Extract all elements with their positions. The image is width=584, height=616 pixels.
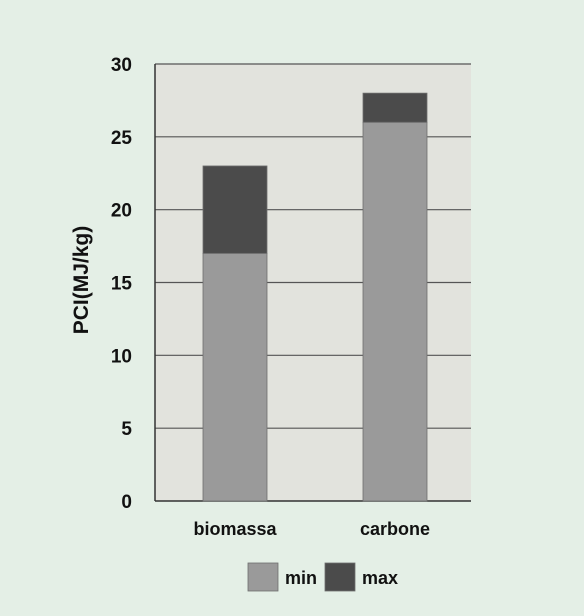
y-tick-label: 20	[111, 201, 132, 222]
y-tick-label: 0	[121, 492, 132, 513]
legend-label-max: max	[362, 568, 398, 588]
legend: min max	[247, 562, 398, 592]
legend-swatch-max	[324, 562, 356, 592]
y-axis-title: PCI(MJ/kg)	[70, 226, 93, 335]
y-tick-label: 10	[111, 346, 132, 367]
legend-swatch-min	[247, 562, 279, 592]
bar-min-biomassa	[202, 252, 268, 502]
chart-frame: 0 5 10 15 20 25 30 biomassa carbone PCI(MJ/kg) …	[10, 10, 572, 606]
x-axis-categories: biomassa carbone	[193, 519, 430, 539]
bar-max-carbone	[362, 92, 428, 123]
y-tick-label: 25	[111, 128, 133, 149]
y-tick-label: 15	[111, 274, 133, 295]
y-tick-label: 30	[111, 55, 132, 76]
bars	[202, 92, 428, 502]
y-axis-ticks: 0 5 10 15 20 25 30	[111, 55, 133, 513]
legend-label-min: min	[285, 568, 317, 588]
x-category-label: carbone	[360, 519, 430, 539]
bar-min-carbone	[362, 121, 428, 502]
x-category-label: biomassa	[193, 519, 277, 539]
bar-max-biomassa	[202, 165, 268, 254]
y-tick-label: 5	[121, 419, 132, 440]
